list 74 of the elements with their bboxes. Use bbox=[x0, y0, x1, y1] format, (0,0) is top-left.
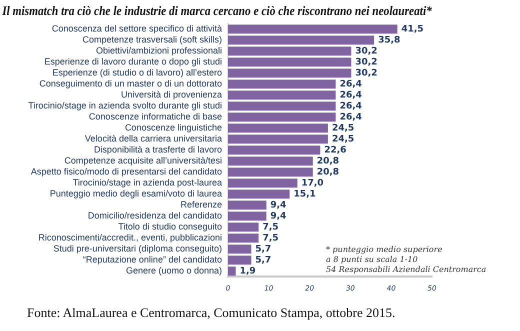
bar bbox=[228, 68, 352, 78]
data-label: 15,1 bbox=[294, 189, 316, 200]
annotation: * punteggio medio superiore bbox=[326, 245, 443, 254]
y-tick-label: Competenze acquisite all’università/tesi bbox=[64, 156, 222, 166]
y-tick-label: Aspetto fisico/modo di presentarsi del candidato bbox=[30, 166, 222, 177]
data-label: 24,5 bbox=[332, 123, 354, 134]
y-tick-label: Esperienze (di studio o di lavoro) all’estero bbox=[52, 68, 222, 78]
bar bbox=[228, 222, 259, 232]
data-label: 1,9 bbox=[240, 266, 256, 276]
annotation: 54 Responsabili Aziendali Centromarca bbox=[326, 265, 486, 274]
data-label: 17,0 bbox=[301, 178, 324, 188]
data-label: 20,8 bbox=[316, 167, 340, 178]
bar bbox=[228, 244, 252, 254]
y-tick-label: Conoscenze linguistiche bbox=[124, 122, 222, 133]
y-tick-label: Velocità della carriera universitaria bbox=[84, 134, 222, 144]
data-label: 7,5 bbox=[262, 222, 279, 232]
bar bbox=[228, 58, 352, 67]
source-note: Fonte: AlmaLaurea e Centromarca, Comunicato Stampa, ottobre 2015. bbox=[27, 305, 396, 321]
bar bbox=[228, 112, 336, 122]
data-label: 22,6 bbox=[324, 145, 346, 156]
bar bbox=[228, 24, 398, 34]
bar bbox=[228, 256, 252, 265]
y-tick-label: Tirocinio/stage in azienda post-laurea bbox=[72, 178, 222, 188]
y-tick-label: Obiettivi/ambizioni professionali bbox=[96, 46, 222, 56]
y-tick-label: Titolo di studio conseguito bbox=[118, 222, 222, 232]
y-tick-label: Referenze bbox=[180, 200, 222, 210]
bar bbox=[228, 234, 259, 243]
y-tick-label: Disponibilità a trasferte di lavoro bbox=[94, 144, 222, 155]
y-tick-label: Competenze trasversali (soft skills) bbox=[82, 34, 222, 45]
y-tick-label: Tirocinio/stage in azienda svolto durante gli studi bbox=[28, 100, 222, 111]
bar bbox=[228, 156, 313, 166]
bar bbox=[228, 102, 336, 111]
bar bbox=[228, 90, 336, 100]
data-label: 26,4 bbox=[340, 90, 362, 100]
data-label: 26,4 bbox=[340, 79, 362, 90]
y-tick-label: Conoscenza del settore specifico di attività bbox=[52, 24, 222, 34]
y-tick-label: Genere (uomo o donna) bbox=[126, 266, 222, 276]
data-label: 24,5 bbox=[332, 134, 354, 144]
bar bbox=[228, 80, 336, 89]
bar bbox=[228, 212, 266, 221]
y-tick-label: Esperienze di lavoro durante o dopo gli studi bbox=[44, 56, 222, 67]
data-label: 30,2 bbox=[355, 68, 378, 78]
bar bbox=[228, 178, 298, 188]
data-label: 41,5 bbox=[401, 24, 424, 34]
bar bbox=[228, 124, 328, 133]
annotation: a 8 punti su scala 1-10 bbox=[326, 255, 418, 264]
y-tick-label: Punteggio medio degli esami/voto di laurea bbox=[50, 188, 222, 199]
chart-title: Il mismatch tra ciò che le industrie di marca cercano e ciò che riscontrano nei neolaureati* bbox=[1, 3, 433, 18]
y-tick-label: Conoscenze informatiche di base bbox=[88, 112, 222, 122]
data-label: 35,8 bbox=[378, 35, 400, 46]
data-label: 5,7 bbox=[255, 244, 272, 254]
data-label: 7,5 bbox=[262, 233, 279, 244]
data-label: 26,4 bbox=[340, 112, 362, 122]
data-label: 26,4 bbox=[340, 101, 362, 112]
y-tick-label: Riconoscimenti/accredit., eventi, pubblicazioni bbox=[38, 232, 222, 243]
data-label: 30,2 bbox=[355, 57, 378, 68]
y-tick-label: “Reputazione online” del candidato bbox=[82, 254, 222, 265]
data-label: 9,4 bbox=[270, 200, 286, 210]
data-label: 5,7 bbox=[255, 255, 272, 266]
data-label: 20,8 bbox=[316, 156, 340, 166]
bar bbox=[228, 200, 266, 210]
data-label: 9,4 bbox=[270, 211, 286, 222]
y-tick-label: Conseguimento di un master o di un dottorato bbox=[39, 78, 222, 89]
y-tick-label: Domicilio/residenza del candidato bbox=[88, 210, 222, 221]
y-tick-label: Università di provenienza bbox=[120, 90, 222, 100]
bar bbox=[228, 146, 320, 155]
bar bbox=[228, 168, 313, 177]
bar bbox=[228, 134, 328, 144]
data-label: 30,2 bbox=[355, 46, 378, 56]
y-tick-label: Studi pre-universitari (diploma conseguito) bbox=[53, 244, 222, 254]
bar bbox=[228, 266, 236, 276]
bar bbox=[228, 36, 374, 45]
bar bbox=[228, 46, 352, 56]
bar bbox=[228, 190, 290, 199]
